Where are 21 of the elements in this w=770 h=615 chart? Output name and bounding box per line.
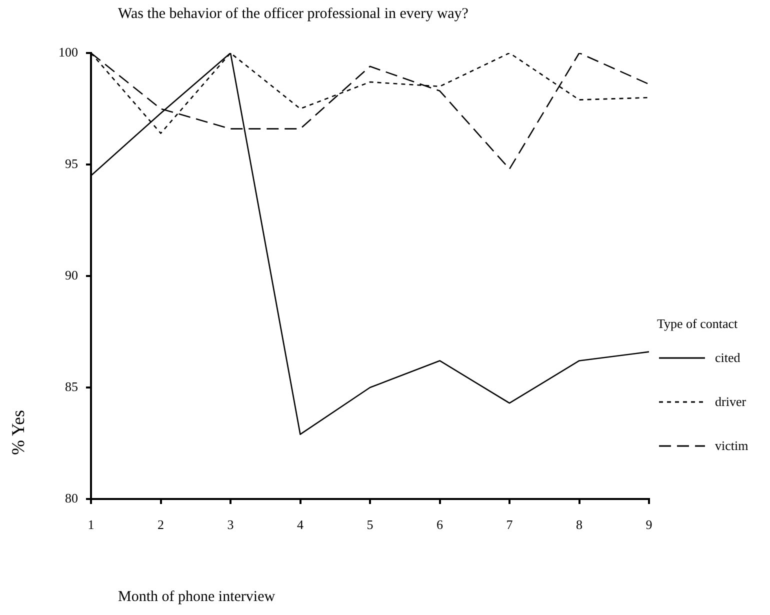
legend-title: Type of contact bbox=[657, 316, 739, 332]
y-tick-label: 100 bbox=[58, 44, 78, 60]
x-tick-label: 2 bbox=[158, 517, 164, 532]
x-axis-title: Month of phone interview bbox=[118, 589, 276, 606]
x-tick-label: 8 bbox=[576, 517, 582, 532]
x-tick-label: 5 bbox=[366, 517, 374, 532]
x-tick-label: 9 bbox=[646, 517, 652, 532]
x-tick-label: 7 bbox=[506, 517, 514, 532]
y-tick-label: 85 bbox=[65, 378, 78, 394]
y-tick-label: 80 bbox=[65, 490, 78, 506]
x-tick-label: 6 bbox=[436, 517, 444, 532]
legend-label: driver bbox=[715, 394, 746, 410]
y-tick-label: 90 bbox=[65, 267, 78, 282]
y-axis-title: % Yes bbox=[8, 410, 29, 455]
x-tick-label: 4 bbox=[297, 517, 304, 532]
x-tick-label: 3 bbox=[227, 517, 234, 532]
chart-title: Was the behavior of the officer professional in every way? bbox=[118, 6, 468, 23]
y-tick-label: 95 bbox=[65, 156, 78, 171]
legend-label: victim bbox=[715, 438, 748, 454]
legend-label: cited bbox=[715, 350, 740, 366]
x-tick-label: 1 bbox=[88, 517, 94, 532]
